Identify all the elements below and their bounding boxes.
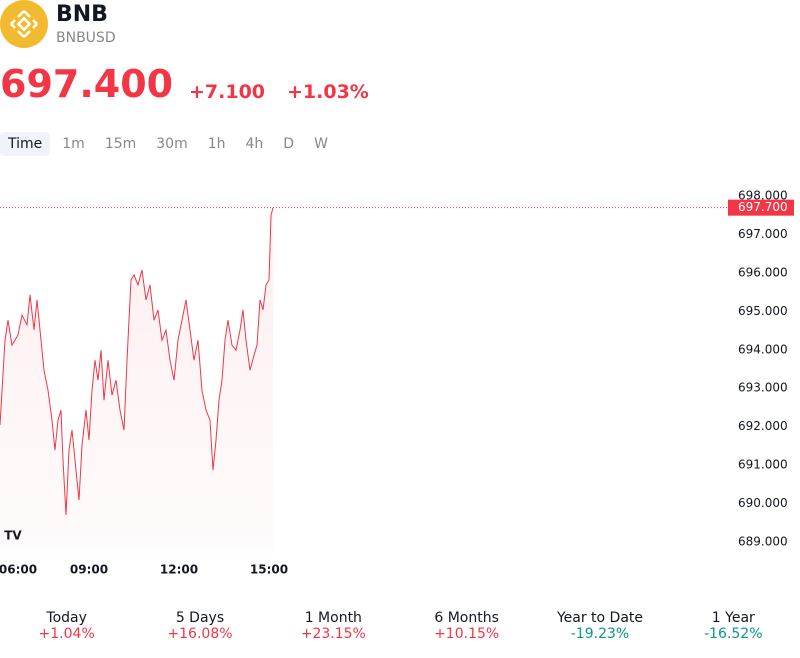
x-tick-label: 09:00	[70, 563, 108, 577]
period-item[interactable]: Today +1.04%	[2, 610, 132, 642]
interval-tab[interactable]: 30m	[156, 136, 188, 152]
y-tick-label: 696.000	[738, 265, 788, 279]
period-item[interactable]: 5 Days +16.08%	[135, 610, 265, 642]
interval-tab[interactable]: 4h	[245, 136, 264, 152]
chart: TV 698.000697.000696.000695.000694.00069…	[0, 189, 794, 577]
x-tick-label: 06:00	[0, 563, 37, 577]
change: +7.100	[189, 81, 266, 103]
y-tick-label: 694.000	[738, 342, 788, 356]
period-change: +1.04%	[38, 626, 95, 642]
last-price-label: 697.700	[738, 200, 788, 214]
period-change: +23.15%	[300, 626, 366, 642]
pair: BNBUSD	[56, 30, 116, 46]
period-change: -19.23%	[570, 626, 630, 642]
change-percent: +1.03%	[287, 81, 369, 103]
period-change: +16.08%	[167, 626, 233, 642]
interval-tab[interactable]: D	[283, 136, 295, 152]
symbol: BNB	[56, 2, 108, 27]
period-item[interactable]: Year to Date -19.23%	[535, 610, 665, 642]
area	[0, 207, 273, 550]
last-price-badge	[728, 199, 794, 216]
interval-tab[interactable]: 15m	[104, 136, 137, 152]
y-tick-label: 691.000	[738, 458, 788, 472]
coin-logo	[0, 0, 48, 48]
interval-tab[interactable]: W	[314, 136, 328, 152]
y-tick-label: 698.000	[738, 189, 788, 203]
period-item[interactable]: 6 Months +10.15%	[402, 610, 532, 642]
period-name: 1 Year	[711, 610, 755, 626]
period-change: -16.52%	[704, 626, 763, 642]
period-name: 1 Month	[304, 610, 362, 626]
y-tick-label: 692.000	[738, 419, 788, 433]
x-tick-label: 12:00	[160, 563, 198, 577]
y-tick-label: 693.000	[738, 381, 788, 395]
period-name: 6 Months	[434, 610, 499, 626]
period-name: Today	[46, 610, 87, 626]
interval-tab[interactable]: 1h	[207, 136, 226, 152]
interval-tabs: Time 1m 15m 30m 1h 4h D W	[0, 132, 336, 156]
interval-tab[interactable]: 1m	[62, 136, 85, 152]
period-item[interactable]: 1 Month +23.15%	[268, 610, 398, 642]
y-tick-label: 697.000	[738, 227, 788, 241]
period-performance: Today +1.04% 5 Days +16.08% 1 Month +23.15% 6 …	[0, 610, 800, 642]
interval-tab[interactable]: Time	[0, 132, 51, 156]
price: 697.400	[0, 62, 174, 106]
period-item[interactable]: 1 Year -16.52%	[668, 610, 798, 642]
y-tick-label: 689.000	[738, 534, 788, 548]
y-tick-label: 690.000	[738, 496, 788, 510]
x-tick-label: 15:00	[250, 563, 288, 577]
period-name: 5 Days	[175, 610, 225, 626]
price-line	[0, 207, 274, 516]
y-tick-label: 695.000	[738, 304, 788, 318]
period-name: Year to Date	[556, 610, 643, 626]
period-change: +10.15%	[434, 626, 500, 642]
